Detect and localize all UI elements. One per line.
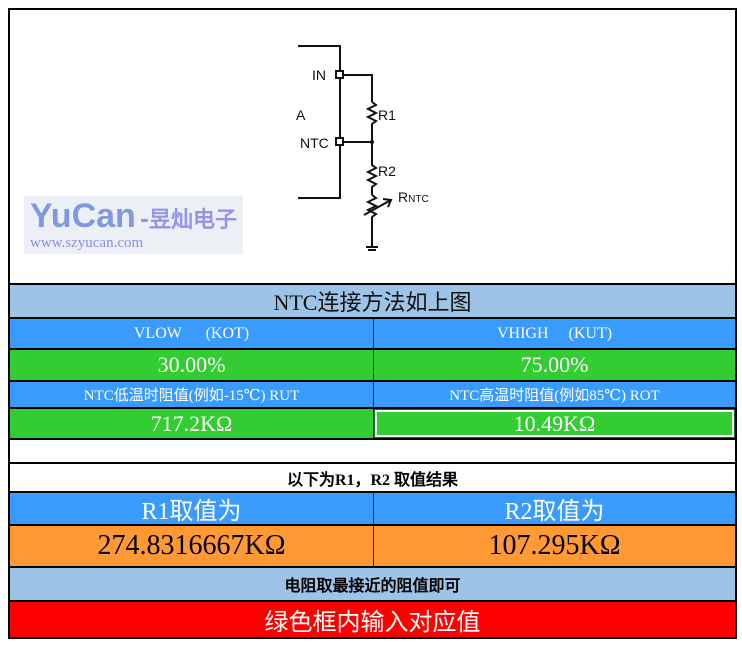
vhigh-label: VHIGH (KUT) — [496, 324, 613, 342]
r1-value: 274.8316667KΩ — [10, 526, 374, 566]
voltage-label-row: VLOW (KOT) VHIGH (KUT) — [10, 317, 735, 348]
label-a: A — [296, 107, 306, 123]
rut-label: NTC低温时阻值(例如-15℃) RUT — [10, 382, 374, 407]
vlow-input[interactable]: 30.00% — [10, 350, 374, 380]
vhigh-input[interactable]: 75.00% — [520, 352, 589, 377]
resistance-label-row: NTC低温时阻值(例如-15℃) RUT NTC高温时阻值(例如85℃) ROT — [10, 380, 735, 407]
r2-value: 107.295KΩ — [488, 530, 621, 561]
label-in: IN — [312, 67, 326, 83]
result-value-row: 274.8316667KΩ 107.295KΩ — [10, 524, 735, 566]
result-heading: 以下为R1，R2 取值结果 — [286, 471, 459, 489]
result-heading-row: 以下为R1，R2 取值结果 — [10, 462, 735, 491]
r1-label: R1取值为 — [10, 493, 374, 525]
rut-input[interactable]: 717.2KΩ — [10, 409, 374, 438]
rot-label: NTC高温时阻值(例如85℃) ROT — [449, 388, 660, 404]
result-label-row: R1取值为 R2取值为 — [10, 491, 735, 525]
ntc-circuit-diagram: IN NTC A R1 R2 RNTC — [296, 45, 429, 251]
blank-row — [10, 438, 735, 462]
instruction-row: 绿色框内输入对应值 — [10, 600, 735, 637]
voltage-value-row: 30.00% 75.00% — [10, 348, 735, 380]
title: NTC连接方法如上图 — [273, 290, 472, 315]
label-ntc: NTC — [300, 135, 329, 151]
note-row: 电阻取最接近的阻值即可 — [10, 566, 735, 600]
rot-input[interactable]: 10.49KΩ — [374, 409, 735, 438]
vlow-label: VLOW (KOT) — [10, 319, 374, 348]
calculator-sheet: IN NTC A R1 R2 RNTC NTC连接方法如上图 VLOW (KOT… — [8, 8, 737, 639]
label-r1: R1 — [378, 107, 396, 123]
label-r2: R2 — [378, 163, 396, 179]
instruction: 绿色框内输入对应值 — [264, 610, 481, 636]
resistance-value-row: 717.2KΩ 10.49KΩ — [10, 407, 735, 438]
title-row: NTC连接方法如上图 — [10, 283, 735, 317]
note: 电阻取最接近的阻值即可 — [284, 578, 461, 595]
r2-label: R2取值为 — [504, 499, 605, 525]
label-rntc: RNTC — [398, 189, 429, 205]
